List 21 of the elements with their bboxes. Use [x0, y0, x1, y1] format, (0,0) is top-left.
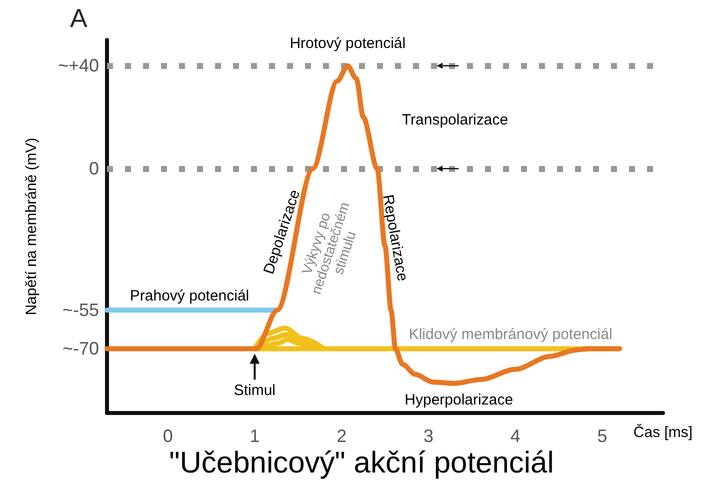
x-tick-label: 2	[336, 426, 347, 446]
text: A	[70, 3, 88, 33]
x-axis-title: Čas [ms]	[633, 423, 693, 441]
annotation: Stimul	[234, 382, 276, 400]
x-tick-label: 3	[423, 426, 434, 446]
x-tick-label: 0	[162, 426, 173, 446]
annotation: Hyperpolarizace	[404, 392, 514, 409]
annotation: Transpolarizace	[402, 112, 508, 128]
text: "Učebnicový" akční potenciál	[169, 446, 554, 480]
annotation: Klidový membránový potenciál	[408, 326, 612, 344]
y-tick-label: ~+40	[58, 56, 99, 76]
annotation: Prahový potenciál	[130, 288, 250, 305]
annotation: Hrotový potenciál	[290, 35, 406, 52]
y-tick-label: 0	[88, 158, 99, 179]
x-tick-label: 4	[510, 426, 520, 446]
x-tick-label: 1	[250, 426, 260, 446]
annotation: Repolarizace	[379, 193, 411, 283]
y-axis-title: Napětí na membráně (mV)	[23, 138, 40, 316]
y-tick-label: ~-55	[62, 300, 99, 320]
y-tick-label: ~-70	[62, 338, 99, 359]
x-tick-label: 5	[597, 426, 608, 446]
